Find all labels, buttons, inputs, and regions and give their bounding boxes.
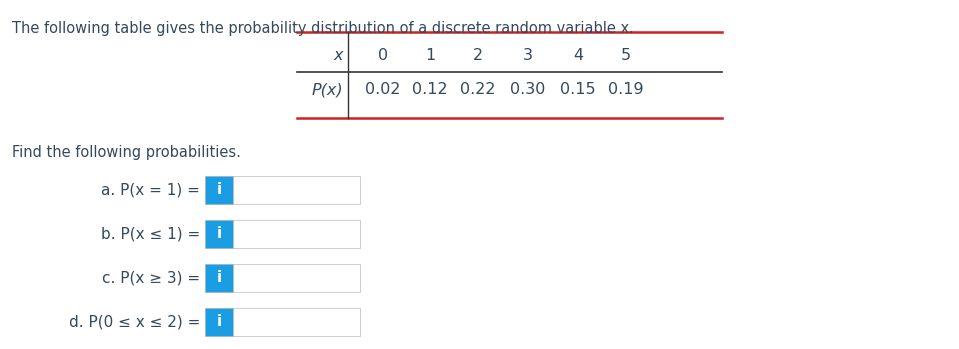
Text: 3: 3 xyxy=(523,47,533,62)
Text: 0.19: 0.19 xyxy=(608,82,643,97)
Text: 0: 0 xyxy=(378,47,388,62)
Text: 2: 2 xyxy=(473,47,483,62)
Text: 0.30: 0.30 xyxy=(510,82,546,97)
Text: 4: 4 xyxy=(573,47,583,62)
Text: The following table gives the probability distribution of a discrete random vari: The following table gives the probabilit… xyxy=(12,21,633,36)
Text: 0.22: 0.22 xyxy=(460,82,496,97)
Text: 1: 1 xyxy=(425,47,435,62)
Text: 5: 5 xyxy=(620,47,631,62)
Text: b. P(x ≤ 1) =: b. P(x ≤ 1) = xyxy=(101,227,200,242)
Text: 0.12: 0.12 xyxy=(412,82,448,97)
Text: i: i xyxy=(217,314,222,329)
Text: P(x): P(x) xyxy=(312,82,343,97)
Text: i: i xyxy=(217,183,222,198)
Text: d. P(0 ≤ x ≤ 2) =: d. P(0 ≤ x ≤ 2) = xyxy=(69,314,200,329)
Text: 0.02: 0.02 xyxy=(365,82,401,97)
Text: Find the following probabilities.: Find the following probabilities. xyxy=(12,145,241,160)
Text: 0.15: 0.15 xyxy=(560,82,596,97)
Text: c. P(x ≥ 3) =: c. P(x ≥ 3) = xyxy=(102,270,200,285)
Text: i: i xyxy=(217,270,222,285)
Text: i: i xyxy=(217,227,222,242)
Text: a. P(x = 1) =: a. P(x = 1) = xyxy=(101,183,200,198)
Text: x: x xyxy=(334,47,343,62)
